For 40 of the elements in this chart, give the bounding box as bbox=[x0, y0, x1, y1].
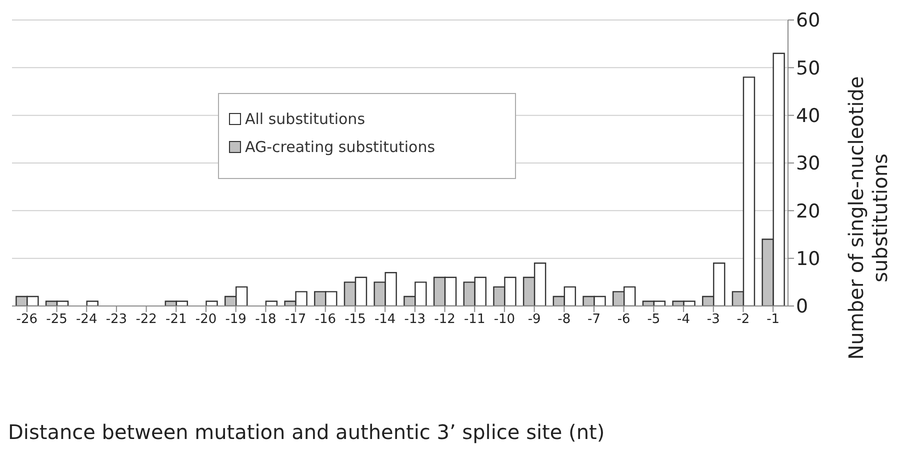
x-tick-label: -6 bbox=[617, 312, 630, 328]
y-tick-label: 20 bbox=[796, 200, 820, 222]
x-axis-title: Distance between mutation and authentic 3’ splice site (nt) bbox=[8, 420, 605, 444]
x-tick-label: -1 bbox=[766, 312, 780, 328]
x-tick-label: -4 bbox=[677, 312, 690, 328]
y-axis-title: Number of single-nucleotide substitutions bbox=[844, 76, 892, 360]
x-tick-label: -5 bbox=[647, 312, 660, 328]
y-tick-label: 40 bbox=[796, 105, 820, 128]
y-tick-label: 60 bbox=[796, 10, 820, 32]
x-tick-label: -18 bbox=[255, 312, 276, 328]
x-tick-label: -20 bbox=[195, 312, 217, 328]
y-tick-label: 10 bbox=[796, 248, 820, 270]
y-tick-label: 30 bbox=[796, 152, 820, 175]
x-tick-label: -22 bbox=[136, 312, 157, 328]
y-tick-label: 0 bbox=[796, 296, 808, 318]
bar bbox=[265, 300, 278, 306]
x-tick-label: -3 bbox=[706, 312, 720, 328]
bar bbox=[86, 300, 98, 306]
x-tick-label: -2 bbox=[736, 312, 750, 328]
legend-label: AG-creating substitutions bbox=[245, 138, 436, 156]
x-tick-label: -10 bbox=[494, 312, 516, 328]
legend-label: All substitutions bbox=[245, 110, 366, 128]
x-tick-label: -25 bbox=[46, 312, 68, 328]
bar bbox=[206, 300, 218, 306]
x-tick-label: -21 bbox=[166, 312, 187, 328]
x-tick-label: -24 bbox=[76, 312, 98, 328]
x-tick-label: -11 bbox=[464, 312, 486, 328]
x-tick-label: -23 bbox=[106, 312, 128, 328]
x-tick-label: -15 bbox=[344, 312, 366, 328]
y-tick-label: 50 bbox=[796, 57, 820, 80]
x-tick-label: -13 bbox=[404, 312, 426, 328]
x-tick-label: -16 bbox=[314, 312, 336, 328]
x-tick-label: -14 bbox=[374, 312, 396, 328]
x-tick-label: -7 bbox=[588, 312, 600, 328]
x-tick-label: -17 bbox=[284, 312, 306, 328]
x-tick-label: -9 bbox=[528, 312, 541, 328]
x-tick-label: -8 bbox=[558, 312, 571, 328]
x-tick-label: -19 bbox=[225, 312, 246, 328]
x-tick-label: -12 bbox=[434, 312, 456, 328]
x-tick-label: -26 bbox=[16, 312, 38, 328]
